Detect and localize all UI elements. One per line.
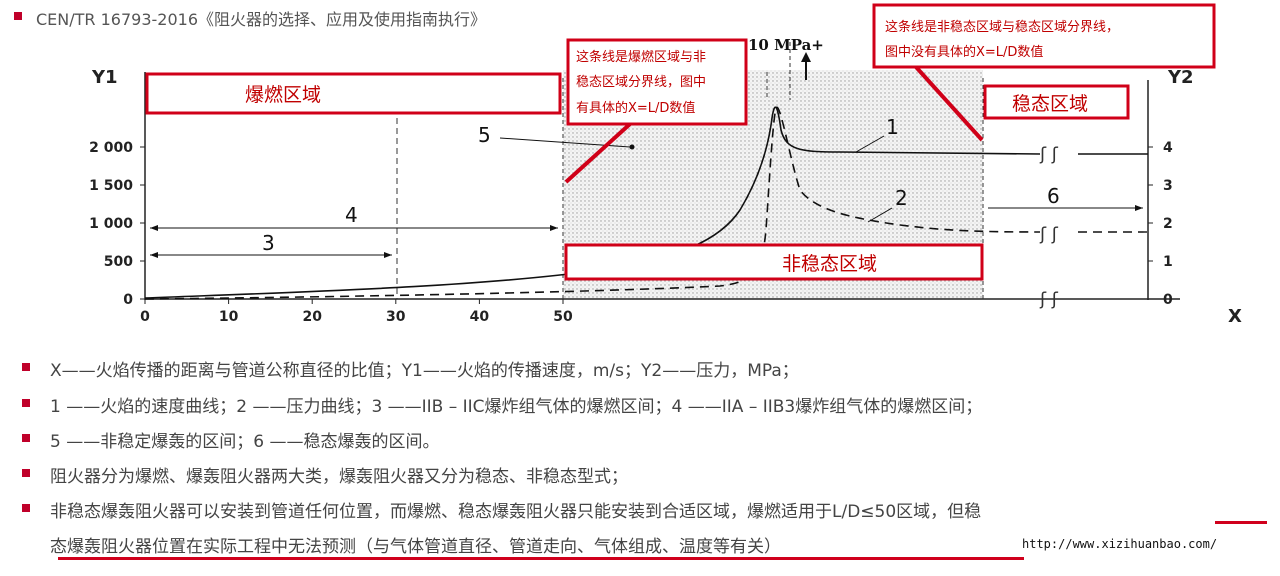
x-tick-label: 40	[470, 309, 490, 325]
bullet-text-4: 阻火器分为爆燃、爆轰阻火器两大类，爆轰阻火器又分为稳态、非稳态型式；	[50, 467, 628, 487]
bullet-marker-1	[22, 363, 30, 371]
y2-tick-label: 0	[1163, 292, 1173, 308]
x-tick-label: 10	[219, 309, 239, 325]
underline-2	[58, 557, 1024, 560]
stable-region-label: 稳态区域	[1012, 93, 1088, 115]
bullet-marker-4	[22, 469, 30, 477]
peak-arrowhead	[801, 52, 811, 62]
peak-label: 10 MPa+	[748, 36, 824, 54]
unstable-region-label: 非稳态区域	[782, 253, 877, 275]
annotation-2-box	[872, 3, 1216, 69]
bullet-text-5-line-1: 非稳态爆轰阻火器可以安装到管道任何位置，而爆燃、稳态爆轰阻火器只能安装到合适区域…	[50, 502, 982, 522]
annotation-1-line-2: 稳态区域分界线，图中	[576, 74, 706, 90]
interval-4-arrowhead-left	[150, 225, 158, 231]
x-tick-label: 50	[553, 309, 573, 325]
interval-4-label: 4	[345, 203, 358, 227]
interval-3-label: 3	[262, 231, 275, 255]
bullet-text-3: 5 ——非稳定爆轰的区间；6 ——稳态爆轰的区间。	[50, 432, 440, 452]
interval-5-dot	[629, 144, 635, 150]
y1-tick-label: 500	[104, 254, 133, 270]
interval-6-label: 6	[1047, 184, 1060, 208]
velocity-curve	[144, 106, 1041, 299]
x-tick-label: 0	[140, 309, 150, 325]
bullet-marker-3	[22, 434, 30, 442]
annotation-1-box	[566, 38, 748, 126]
annotation-2-line-2: 图中没有具体的X=L/D数值	[885, 44, 1043, 60]
pressure-curve	[144, 106, 1041, 300]
curve-2-label: 2	[895, 186, 908, 210]
page-title: CEN/TR 16793-2016《阻火器的选择、应用及使用指南执行》	[36, 10, 487, 29]
annotation-1-line-1: 这条线是爆燃区域与非	[576, 49, 706, 65]
stable-region-box	[983, 84, 1130, 120]
x-axis-label: X	[1228, 306, 1242, 327]
interval-3-arrowhead-right	[384, 252, 392, 258]
interval-3-arrowhead-left	[150, 252, 158, 258]
x-tick-label: 30	[386, 309, 406, 325]
interval-4-arrowhead-right	[550, 225, 558, 231]
break-mark-1: ʃ ʃ	[1039, 144, 1059, 165]
bullet-marker-2	[22, 399, 30, 407]
unstable-region-box	[564, 243, 984, 281]
interval-6-arrowhead	[1135, 205, 1143, 211]
y1-tick-label: 2 000	[89, 140, 133, 156]
title-bullet	[14, 12, 22, 20]
interval-5-label: 5	[478, 123, 491, 147]
watermark: http://www.xizihuanbao.com/	[1022, 537, 1218, 551]
bullet-text-5-line-2: 态爆轰阻火器位置在实际工程中无法预测（与气体管道直径、管道走向、气体组成、温度等…	[50, 537, 781, 557]
y1-tick-label: 0	[123, 292, 133, 308]
deflag-region-box	[145, 72, 562, 115]
bullet-marker-5	[22, 504, 30, 512]
y2-tick-label: 3	[1163, 178, 1173, 194]
y1-tick-label: 1 500	[89, 178, 133, 194]
curve-1-leader	[855, 135, 885, 153]
deflag-region-label: 爆燃区域	[245, 84, 321, 106]
bullet-text-2: 1 ——火焰的速度曲线；2 ——压力曲线；3 ——IIB – IIC爆炸组气体的…	[50, 397, 983, 417]
y2-tick-label: 2	[1163, 216, 1173, 232]
annotation-1-line-3: 有具体的X=L/D数值	[576, 100, 695, 116]
break-mark-3: ʃ ʃ	[1039, 289, 1059, 310]
y1-axis-label: Y1	[91, 67, 118, 88]
y2-tick-label: 4	[1163, 140, 1173, 156]
x-tick-label: 20	[302, 309, 322, 325]
bullet-text-1: X——火焰传播的距离与管道公称直径的比值；Y1——火焰的传播速度，m/s；Y2—…	[50, 361, 799, 381]
break-mark-2: ʃ ʃ	[1039, 224, 1059, 245]
annotation-1-pointer	[564, 122, 632, 184]
annotation-2-line-1: 这条线是非稳态区域与稳态区域分界线，	[885, 19, 1119, 35]
underline-1	[1215, 521, 1267, 524]
y2-tick-label: 1	[1163, 254, 1173, 270]
annotation-2-pointer	[914, 65, 984, 142]
curve-2-leader	[867, 207, 893, 223]
y1-tick-label: 1 000	[89, 216, 133, 232]
y2-axis-label: Y2	[1167, 67, 1194, 88]
curve-1-label: 1	[886, 115, 899, 139]
